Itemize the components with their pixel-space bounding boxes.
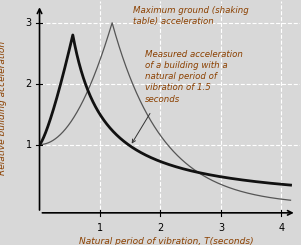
Text: 2: 2	[25, 79, 32, 89]
Text: 1: 1	[26, 140, 32, 150]
Text: 4: 4	[278, 223, 284, 233]
Text: 3: 3	[218, 223, 224, 233]
Text: Relative building acceleration: Relative building acceleration	[0, 41, 7, 175]
Text: 2: 2	[157, 223, 164, 233]
Text: 3: 3	[26, 18, 32, 28]
Text: 1: 1	[97, 223, 103, 233]
Text: Natural period of vibration, T(seconds): Natural period of vibration, T(seconds)	[79, 237, 254, 245]
Text: Measured acceleration
of a building with a
natural period of
vibration of 1.5
se: Measured acceleration of a building with…	[145, 50, 243, 104]
Text: Maximum ground (shaking
table) acceleration: Maximum ground (shaking table) accelerat…	[133, 6, 249, 26]
